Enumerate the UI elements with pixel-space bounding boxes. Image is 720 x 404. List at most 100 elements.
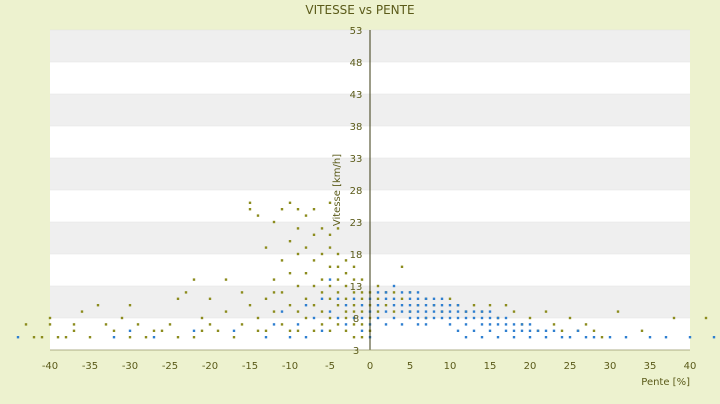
scatter-point-blue — [440, 304, 444, 307]
scatter-point-olive — [328, 246, 332, 249]
scatter-point-olive — [344, 329, 348, 332]
scatter-point-blue — [448, 310, 452, 313]
scatter-point-blue — [400, 310, 404, 313]
scatter-point-olive — [360, 336, 364, 339]
scatter-point-olive — [72, 329, 76, 332]
scatter-point-blue — [264, 336, 268, 339]
scatter-point-olive — [344, 259, 348, 262]
scatter-point-olive — [272, 220, 276, 224]
y-tick-label: 3 — [353, 346, 359, 357]
scatter-point-olive — [176, 336, 180, 339]
chart-title: VITESSE vs PENTE — [305, 3, 414, 17]
scatter-point-blue — [448, 316, 452, 320]
scatter-point-olive — [352, 336, 356, 339]
scatter-point-olive — [336, 291, 340, 294]
scatter-point-olive — [320, 310, 324, 313]
scatter-point-olive — [512, 310, 516, 313]
x-tick-label: 30 — [604, 361, 617, 372]
scatter-point-blue — [496, 323, 500, 326]
x-axis-label: Pente [%] — [641, 377, 690, 388]
scatter-point-olive — [32, 336, 36, 339]
y-tick-label: 53 — [350, 26, 363, 37]
scatter-point-olive — [296, 310, 300, 313]
scatter-point-olive — [192, 278, 196, 281]
scatter-point-blue — [424, 316, 428, 320]
scatter-point-blue — [376, 316, 380, 320]
scatter-point-olive — [392, 291, 396, 294]
scatter-point-olive — [296, 252, 300, 256]
scatter-point-blue — [384, 310, 388, 313]
y-tick-label: 43 — [350, 90, 363, 101]
scatter-point-blue — [472, 329, 476, 332]
scatter-point-blue — [376, 291, 380, 294]
scatter-point-olive — [272, 310, 276, 313]
scatter-point-olive — [584, 323, 588, 326]
scatter-point-blue — [328, 278, 332, 281]
scatter-point-olive — [304, 214, 308, 217]
scatter-point-blue — [336, 316, 340, 320]
scatter-point-blue — [488, 329, 492, 332]
scatter-point-blue — [312, 316, 316, 320]
scatter-point-olive — [320, 323, 324, 326]
x-tick-label: -30 — [122, 361, 138, 372]
scatter-point-blue — [464, 316, 468, 320]
scatter-point-blue — [688, 336, 692, 339]
scatter-point-olive — [304, 246, 308, 249]
scatter-point-blue — [464, 336, 468, 339]
scatter-point-olive — [304, 297, 308, 300]
scatter-point-olive — [336, 265, 340, 268]
scatter-point-olive — [336, 323, 340, 326]
scatter-point-blue — [432, 316, 436, 320]
scatter-point-blue — [416, 323, 420, 326]
scatter-point-blue — [552, 329, 556, 332]
scatter-point-blue — [624, 336, 628, 339]
x-tick-label: -15 — [242, 361, 258, 372]
scatter-point-blue — [416, 310, 420, 313]
scatter-point-olive — [600, 336, 604, 339]
scatter-point-olive — [360, 323, 364, 326]
scatter-point-blue — [408, 297, 412, 300]
scatter-point-olive — [344, 297, 348, 300]
scatter-point-olive — [472, 304, 476, 307]
scatter-point-olive — [328, 297, 332, 300]
scatter-point-olive — [208, 323, 212, 326]
scatter-point-blue — [424, 310, 428, 313]
scatter-point-blue — [432, 297, 436, 300]
scatter-point-olive — [400, 297, 404, 300]
scatter-point-olive — [320, 291, 324, 294]
scatter-point-olive — [264, 297, 268, 300]
scatter-point-olive — [640, 329, 644, 332]
scatter-point-blue — [432, 304, 436, 307]
scatter-point-olive — [376, 284, 380, 288]
scatter-point-olive — [320, 278, 324, 281]
scatter-point-olive — [328, 265, 332, 268]
scatter-point-blue — [480, 310, 484, 313]
scatter-point-blue — [16, 336, 20, 339]
scatter-point-blue — [480, 336, 484, 339]
scatter-point-blue — [376, 304, 380, 307]
scatter-point-blue — [496, 316, 500, 320]
scatter-point-olive — [312, 208, 316, 211]
scatter-point-olive — [344, 310, 348, 313]
scatter-point-blue — [504, 316, 508, 320]
scatter-point-blue — [504, 329, 508, 332]
scatter-point-olive — [336, 278, 340, 281]
scatter-point-blue — [448, 323, 452, 326]
scatter-point-blue — [576, 329, 580, 332]
scatter-point-olive — [352, 323, 356, 326]
scatter-point-blue — [128, 329, 132, 332]
scatter-point-olive — [128, 304, 132, 307]
x-tick-label: -10 — [282, 361, 298, 372]
scatter-point-olive — [280, 259, 284, 262]
scatter-point-olive — [152, 329, 156, 332]
x-tick-label: 20 — [524, 361, 537, 372]
scatter-point-olive — [528, 316, 532, 320]
scatter-point-blue — [440, 297, 444, 300]
scatter-point-olive — [256, 214, 260, 217]
scatter-point-olive — [120, 316, 124, 320]
scatter-point-olive — [320, 252, 324, 256]
y-tick-label: 38 — [350, 122, 363, 133]
y-tick-label: 23 — [350, 218, 363, 229]
scatter-point-blue — [408, 291, 412, 294]
